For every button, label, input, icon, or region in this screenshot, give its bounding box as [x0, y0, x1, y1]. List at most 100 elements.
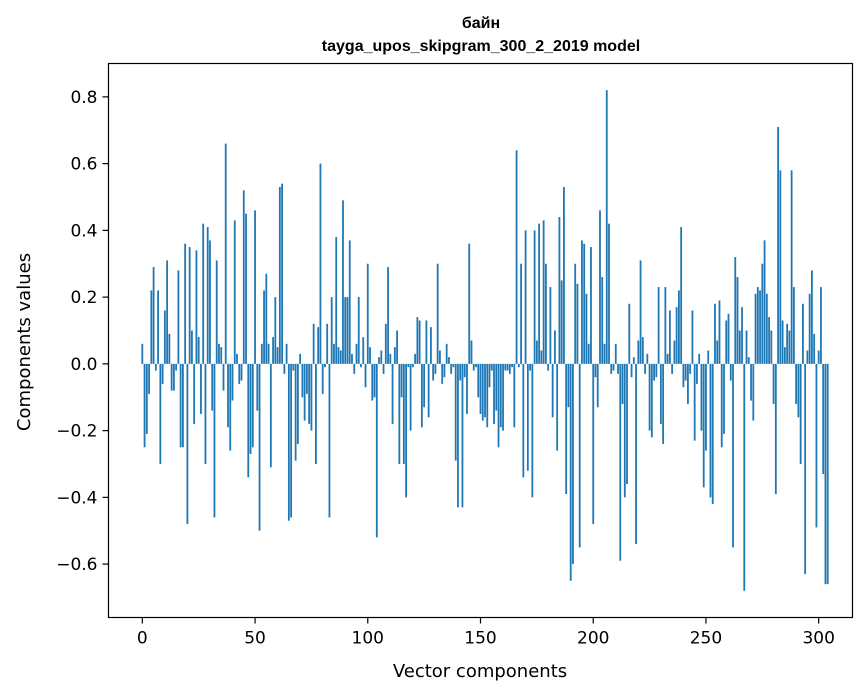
bar [251, 363, 254, 448]
bar [574, 263, 577, 364]
bar [348, 240, 351, 364]
bar [648, 363, 651, 431]
bar [256, 363, 259, 411]
bar [387, 267, 389, 364]
bar [258, 363, 261, 531]
bar [707, 350, 710, 364]
bar [292, 363, 295, 371]
bar [659, 363, 662, 424]
bar [488, 363, 491, 388]
bar [517, 363, 520, 368]
bar [603, 343, 606, 364]
bar [247, 363, 250, 478]
bar [495, 363, 498, 411]
bar [204, 363, 207, 464]
bar [680, 227, 683, 364]
bar [283, 363, 286, 374]
bar [777, 126, 779, 364]
y-tick-label: 0.8 [70, 88, 97, 108]
bar [761, 263, 764, 364]
bar [470, 340, 473, 364]
bar [655, 363, 658, 378]
bar [335, 237, 338, 364]
bar [443, 363, 446, 378]
y-tick-label: 0.2 [70, 288, 97, 308]
bar [224, 143, 227, 364]
bar [621, 363, 624, 404]
bar [619, 363, 622, 561]
bar [617, 363, 619, 374]
bar [795, 363, 798, 404]
bar [515, 150, 518, 364]
bar [457, 363, 459, 508]
bar [585, 293, 588, 364]
bar [524, 230, 527, 364]
bar [592, 363, 595, 525]
y-tick-label: 0.6 [70, 155, 97, 175]
bar [475, 363, 477, 368]
bar [734, 257, 737, 364]
bar [172, 363, 175, 391]
x-tick-label: 150 [464, 629, 496, 649]
bar [152, 267, 155, 364]
bar [657, 287, 660, 364]
bar [623, 363, 626, 498]
bar [170, 363, 173, 391]
bar [547, 363, 550, 371]
bar [526, 363, 529, 471]
bar [743, 363, 746, 591]
bar-series [141, 90, 829, 591]
bar [479, 363, 482, 414]
bar [161, 363, 164, 384]
bar [245, 213, 247, 364]
bar [330, 297, 333, 364]
bar [425, 320, 428, 364]
bar [513, 363, 516, 428]
bar [233, 220, 236, 364]
bar [635, 363, 637, 545]
bar [594, 363, 597, 378]
bar [736, 277, 739, 364]
bar [182, 363, 184, 448]
bar [441, 363, 444, 384]
bar [382, 363, 385, 374]
bar [826, 363, 829, 585]
bar [477, 363, 480, 398]
bar [459, 363, 462, 381]
bar [725, 320, 728, 364]
bar [175, 363, 178, 371]
bar [653, 363, 655, 381]
bar [364, 363, 367, 388]
bar [265, 273, 268, 364]
bar [163, 310, 166, 364]
bar [678, 290, 680, 364]
bar [768, 317, 770, 364]
bar [675, 307, 678, 364]
bar [802, 303, 804, 364]
bar [590, 247, 592, 364]
bar [709, 363, 712, 498]
bar [754, 293, 757, 364]
bar [705, 363, 707, 451]
bar [542, 220, 545, 364]
bar [445, 343, 448, 364]
bar [166, 260, 169, 364]
bar [141, 343, 144, 364]
bar [637, 340, 640, 364]
bar [788, 330, 791, 364]
bar [414, 353, 417, 364]
bar [664, 287, 667, 364]
bar [689, 363, 692, 374]
bar [312, 323, 315, 364]
bar [693, 363, 696, 441]
bar [774, 363, 777, 495]
bar [396, 330, 398, 364]
bar [792, 287, 795, 364]
bar [687, 363, 689, 404]
bar [535, 340, 538, 364]
bar [306, 363, 308, 394]
bar [504, 363, 507, 371]
bar [303, 363, 306, 421]
bar [308, 363, 311, 424]
bar [324, 363, 326, 368]
